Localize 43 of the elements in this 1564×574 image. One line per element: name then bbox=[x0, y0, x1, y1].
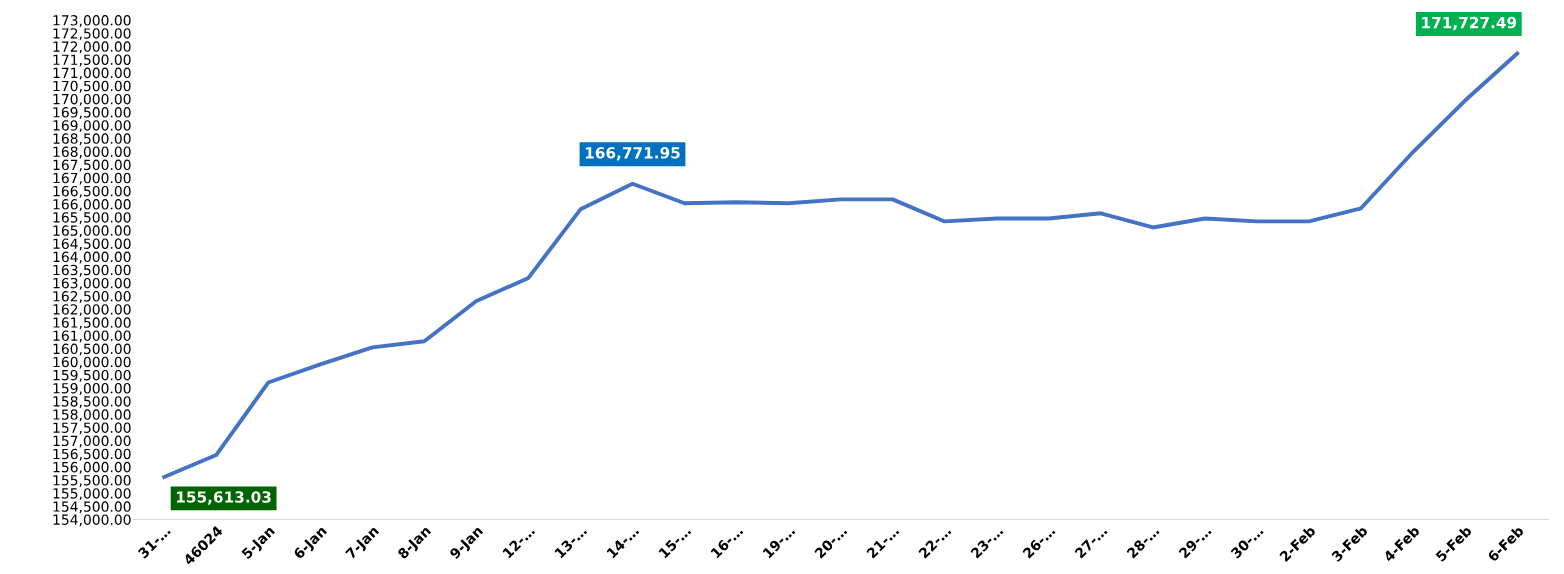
y-tick-label: 162,500.00 bbox=[53, 291, 131, 303]
y-tick-label: 161,500.00 bbox=[53, 317, 131, 330]
y-tick-label: 170,000.00 bbox=[53, 93, 131, 106]
y-tick-label: 157,500.00 bbox=[53, 422, 131, 435]
y-tick-label: 159,000.00 bbox=[53, 383, 131, 395]
y-tick-label: 163,500.00 bbox=[53, 264, 131, 277]
y-tick-label: 172,500.00 bbox=[53, 28, 131, 41]
y-tick-label: 173,000.00 bbox=[53, 15, 131, 27]
y-tick-label: 154,000.00 bbox=[53, 514, 131, 527]
y-tick-label: 166,000.00 bbox=[53, 199, 131, 211]
y-tick-label: 156,000.00 bbox=[53, 461, 131, 474]
y-tick-label: 162,000.00 bbox=[53, 304, 131, 317]
y-tick-label: 154,500.00 bbox=[53, 501, 131, 514]
y-tick-label: 171,500.00 bbox=[53, 54, 131, 67]
y-tick-label: 155,000.00 bbox=[53, 488, 131, 501]
y-tick-label: 158,000.00 bbox=[53, 409, 131, 422]
y-tick-label: 160,000.00 bbox=[53, 356, 131, 369]
y-tick-label: 158,500.00 bbox=[53, 396, 131, 409]
y-tick-label: 161,000.00 bbox=[53, 330, 131, 343]
y-tick-label: 155,500.00 bbox=[53, 475, 131, 487]
y-tick-label: 171,000.00 bbox=[53, 67, 131, 80]
y-tick-label: 164,000.00 bbox=[53, 251, 131, 264]
y-tick-label: 165,000.00 bbox=[53, 225, 131, 238]
data-label: 166,771.95 bbox=[585, 147, 680, 161]
y-tick-label: 164,500.00 bbox=[53, 238, 131, 251]
y-tick-label: 159,500.00 bbox=[53, 369, 131, 382]
y-tick-label: 165,500.00 bbox=[53, 212, 131, 225]
y-tick-label: 170,500.00 bbox=[53, 80, 131, 93]
y-tick-label: 167,500.00 bbox=[53, 159, 131, 172]
data-label: 171,727.49 bbox=[1422, 16, 1517, 31]
y-tick-label: 156,500.00 bbox=[53, 448, 131, 461]
y-tick-label: 167,000.00 bbox=[53, 172, 131, 185]
y-tick-label: 166,500.00 bbox=[53, 185, 131, 198]
y-tick-label: 169,500.00 bbox=[53, 107, 131, 119]
y-tick-label: 163,000.00 bbox=[53, 277, 131, 290]
y-tick-label: 160,500.00 bbox=[53, 343, 131, 356]
y-tick-label: 168,000.00 bbox=[53, 146, 131, 159]
y-tick-label: 157,000.00 bbox=[53, 435, 131, 448]
y-tick-label: 168,500.00 bbox=[53, 133, 131, 146]
y-tick-label: 172,000.00 bbox=[53, 41, 131, 54]
line-series bbox=[162, 51, 1520, 480]
data-label: 155,613.03 bbox=[177, 491, 271, 505]
y-tick-label: 169,000.00 bbox=[53, 120, 131, 133]
